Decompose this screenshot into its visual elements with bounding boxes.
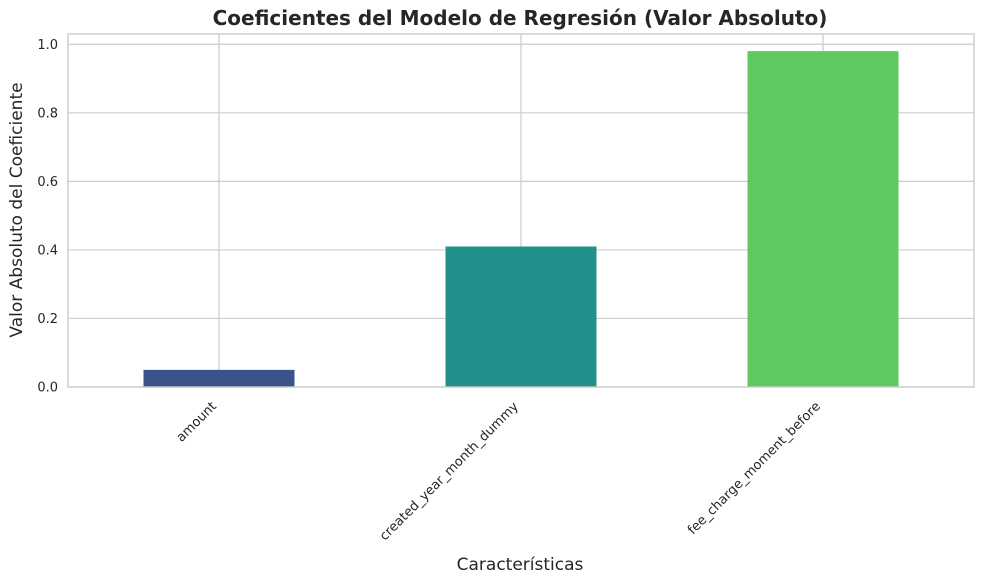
bar-fee-charge-moment-before (747, 51, 899, 387)
y-tick-labels: 0.0 0.2 0.4 0.6 0.8 1.0 (37, 38, 58, 396)
x-tick-label: created_year_month_dummy (377, 399, 522, 544)
y-axis-label: Valor Absoluto del Coeficiente (7, 82, 27, 337)
x-axis-label: Características (457, 555, 584, 575)
x-tick-labels: amount created_year_month_dummy fee_charge… (174, 399, 824, 544)
bar-created-year-month-dummy (445, 246, 597, 387)
plot-frame (67, 33, 975, 388)
y-tick-label: 0.2 (37, 312, 58, 327)
y-tick-label: 1.0 (37, 38, 58, 53)
bar-amount (143, 369, 295, 387)
y-tick-label: 0.0 (37, 381, 58, 396)
chart-title: Coeficientes del Modelo de Regresión (Va… (213, 6, 828, 30)
x-tick-label: fee_charge_moment_before (685, 399, 824, 538)
y-tick-label: 0.4 (37, 243, 58, 258)
y-tick-label: 0.8 (37, 106, 58, 121)
y-tick-label: 0.6 (37, 175, 58, 190)
x-tick-label: amount (174, 399, 220, 445)
bars (143, 51, 899, 387)
